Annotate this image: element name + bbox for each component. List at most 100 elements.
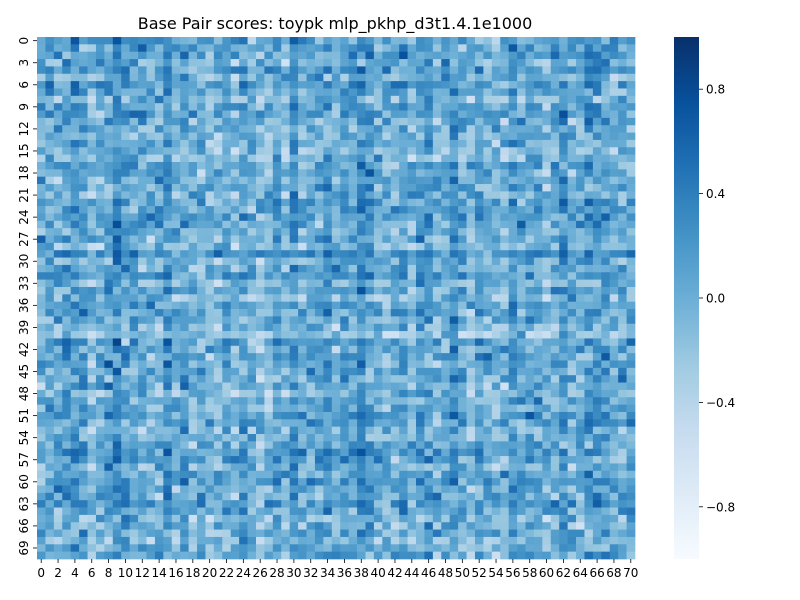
heatmap-cell — [314, 463, 324, 472]
heatmap-cell — [559, 367, 568, 376]
heatmap-cell — [609, 441, 619, 450]
heatmap-cell — [112, 419, 122, 428]
heatmap-cell — [407, 507, 417, 516]
heatmap-cell — [626, 88, 636, 97]
heatmap-cell — [53, 286, 63, 295]
heatmap-cell — [416, 198, 425, 207]
heatmap-cell — [112, 294, 122, 303]
heatmap-cell — [382, 463, 392, 472]
heatmap-cell — [222, 154, 232, 163]
heatmap-cell — [576, 404, 585, 413]
heatmap-cell — [449, 139, 459, 148]
heatmap-cell — [306, 59, 316, 67]
heatmap-cell — [112, 309, 122, 317]
heatmap-cell — [53, 309, 63, 317]
heatmap-cell — [407, 198, 417, 207]
heatmap-cell — [331, 139, 341, 148]
heatmap-cell — [399, 507, 408, 516]
heatmap-cell — [331, 478, 341, 486]
heatmap-cell — [239, 176, 248, 185]
heatmap-cell — [121, 301, 130, 310]
heatmap-cell — [104, 389, 114, 398]
heatmap-cell — [281, 132, 291, 141]
heatmap-cell — [188, 397, 198, 405]
heatmap-cell — [205, 316, 215, 325]
heatmap-cell — [500, 426, 510, 435]
heatmap-cell — [474, 279, 484, 288]
heatmap-cell — [95, 66, 105, 75]
heatmap-cell — [584, 279, 594, 288]
heatmap-cell — [416, 154, 425, 163]
heatmap-cell — [314, 117, 324, 126]
heatmap-cell — [138, 272, 147, 280]
heatmap-cell — [382, 507, 392, 516]
heatmap-cell — [62, 51, 72, 60]
heatmap-cell — [382, 257, 392, 266]
heatmap-cell — [314, 257, 324, 266]
heatmap-cell — [508, 323, 518, 332]
heatmap-cell — [432, 88, 442, 97]
heatmap-cell — [390, 404, 400, 413]
heatmap-cell — [592, 44, 602, 53]
heatmap-cell — [618, 44, 627, 53]
heatmap-cell — [213, 529, 223, 538]
heatmap-cell — [180, 95, 189, 104]
heatmap-cell — [474, 536, 484, 545]
heatmap-cell — [306, 522, 316, 530]
heatmap-cell — [432, 360, 442, 369]
heatmap-cell — [95, 470, 105, 479]
heatmap-cell — [154, 81, 164, 89]
heatmap-cell — [146, 147, 156, 155]
heatmap-cell — [357, 228, 366, 236]
heatmap-cell — [197, 478, 206, 486]
heatmap-cell — [390, 191, 400, 200]
heatmap-cell — [340, 426, 349, 435]
heatmap-cell — [37, 125, 46, 133]
heatmap-cell — [247, 397, 257, 405]
heatmap-cell — [601, 514, 611, 523]
heatmap-cell — [53, 81, 63, 89]
heatmap-cell — [323, 88, 333, 97]
heatmap-cell — [365, 397, 375, 405]
heatmap-cell — [382, 514, 392, 523]
heatmap-cell — [247, 389, 257, 398]
heatmap-cell — [458, 441, 467, 450]
heatmap-cell — [255, 198, 265, 207]
heatmap-cell — [239, 73, 248, 82]
heatmap-cell — [171, 279, 181, 288]
heatmap-cell — [264, 37, 274, 45]
heatmap-cell — [500, 132, 510, 141]
heatmap-cell — [197, 551, 206, 560]
heatmap-cell — [129, 110, 139, 119]
heatmap-cell — [264, 139, 274, 148]
heatmap-cell — [247, 507, 257, 516]
heatmap-cell — [550, 95, 560, 104]
heatmap-cell — [129, 51, 139, 60]
heatmap-cell — [138, 184, 147, 192]
heatmap-cell — [466, 117, 476, 126]
heatmap-cell — [382, 213, 392, 222]
heatmap-cell — [70, 117, 80, 126]
heatmap-cell — [559, 220, 568, 229]
heatmap-cell — [163, 184, 173, 192]
heatmap-cell — [584, 220, 594, 229]
heatmap-cell — [247, 338, 257, 347]
heatmap-cell — [407, 456, 417, 464]
heatmap-cell — [79, 316, 88, 325]
heatmap-cell — [424, 323, 434, 332]
heatmap-cell — [37, 117, 46, 126]
heatmap-cell — [601, 73, 611, 82]
heatmap-cell — [576, 235, 585, 244]
heatmap-cell — [247, 117, 257, 126]
heatmap-cell — [306, 257, 316, 266]
heatmap-cell — [62, 397, 72, 405]
heatmap-cell — [104, 73, 114, 82]
heatmap-cell — [474, 176, 484, 185]
heatmap-cell — [146, 338, 156, 347]
heatmap-cell — [230, 110, 240, 119]
heatmap-cell — [449, 426, 459, 435]
heatmap-cell — [95, 478, 105, 486]
heatmap-cell — [390, 176, 400, 185]
heatmap-cell — [53, 154, 63, 163]
heatmap-cell — [230, 95, 240, 104]
